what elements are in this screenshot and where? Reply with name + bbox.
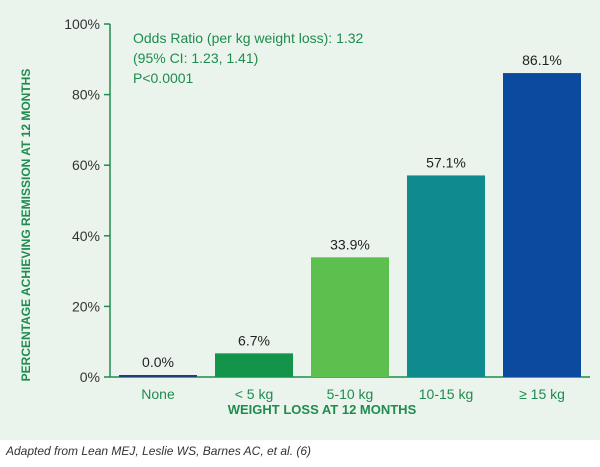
- y-tick-label: 40%: [72, 228, 100, 244]
- category-label: None: [141, 386, 175, 402]
- bar-value-label: 6.7%: [238, 332, 270, 348]
- y-tick-label: 0%: [80, 369, 100, 385]
- annotation-line: Odds Ratio (per kg weight loss): 1.32: [133, 30, 364, 46]
- bar: [503, 73, 581, 377]
- bar: [119, 375, 197, 377]
- category-labels: None < 5 kg 5-10 kg 10-15 kg ≥ 15 kg: [141, 386, 565, 402]
- bar-value-label: 33.9%: [330, 236, 370, 252]
- y-tick-label: 80%: [72, 87, 100, 103]
- bar: [215, 353, 293, 377]
- y-axis: 0% 20% 40% 60% 80% 100%: [64, 16, 111, 385]
- category-label: ≥ 15 kg: [519, 386, 565, 402]
- bar: [311, 257, 389, 377]
- bars: [119, 73, 581, 377]
- bar-value-label: 57.1%: [426, 154, 466, 170]
- category-label: < 5 kg: [235, 386, 274, 402]
- bar-chart: 0% 20% 40% 60% 80% 100% 0.0% 6.7% 33.9% 57.1% 86.…: [19, 16, 590, 417]
- y-tick-label: 100%: [64, 16, 100, 32]
- category-label: 5-10 kg: [327, 386, 374, 402]
- annotation-line: (95% CI: 1.23, 1.41): [133, 50, 258, 66]
- y-tick-label: 20%: [72, 298, 100, 314]
- y-axis-title: PERCENTAGE ACHIEVING REMISSION AT 12 MON…: [19, 69, 33, 382]
- x-axis-title: WEIGHT LOSS AT 12 MONTHS: [228, 402, 417, 417]
- bar-value-label: 86.1%: [522, 52, 562, 68]
- chart-panel: 0% 20% 40% 60% 80% 100% 0.0% 6.7% 33.9% 57.1% 86.…: [0, 0, 600, 440]
- annotation-line: P<0.0001: [133, 70, 194, 86]
- bar-value-labels: 0.0% 6.7% 33.9% 57.1% 86.1%: [142, 52, 562, 370]
- odds-ratio-annotation: Odds Ratio (per kg weight loss): 1.32 (95…: [133, 30, 364, 86]
- y-tick-label: 60%: [72, 157, 100, 173]
- bar-value-label: 0.0%: [142, 354, 174, 370]
- category-label: 10-15 kg: [419, 386, 473, 402]
- source-caption: Adapted from Lean MEJ, Leslie WS, Barnes…: [6, 444, 312, 458]
- bar: [407, 175, 485, 377]
